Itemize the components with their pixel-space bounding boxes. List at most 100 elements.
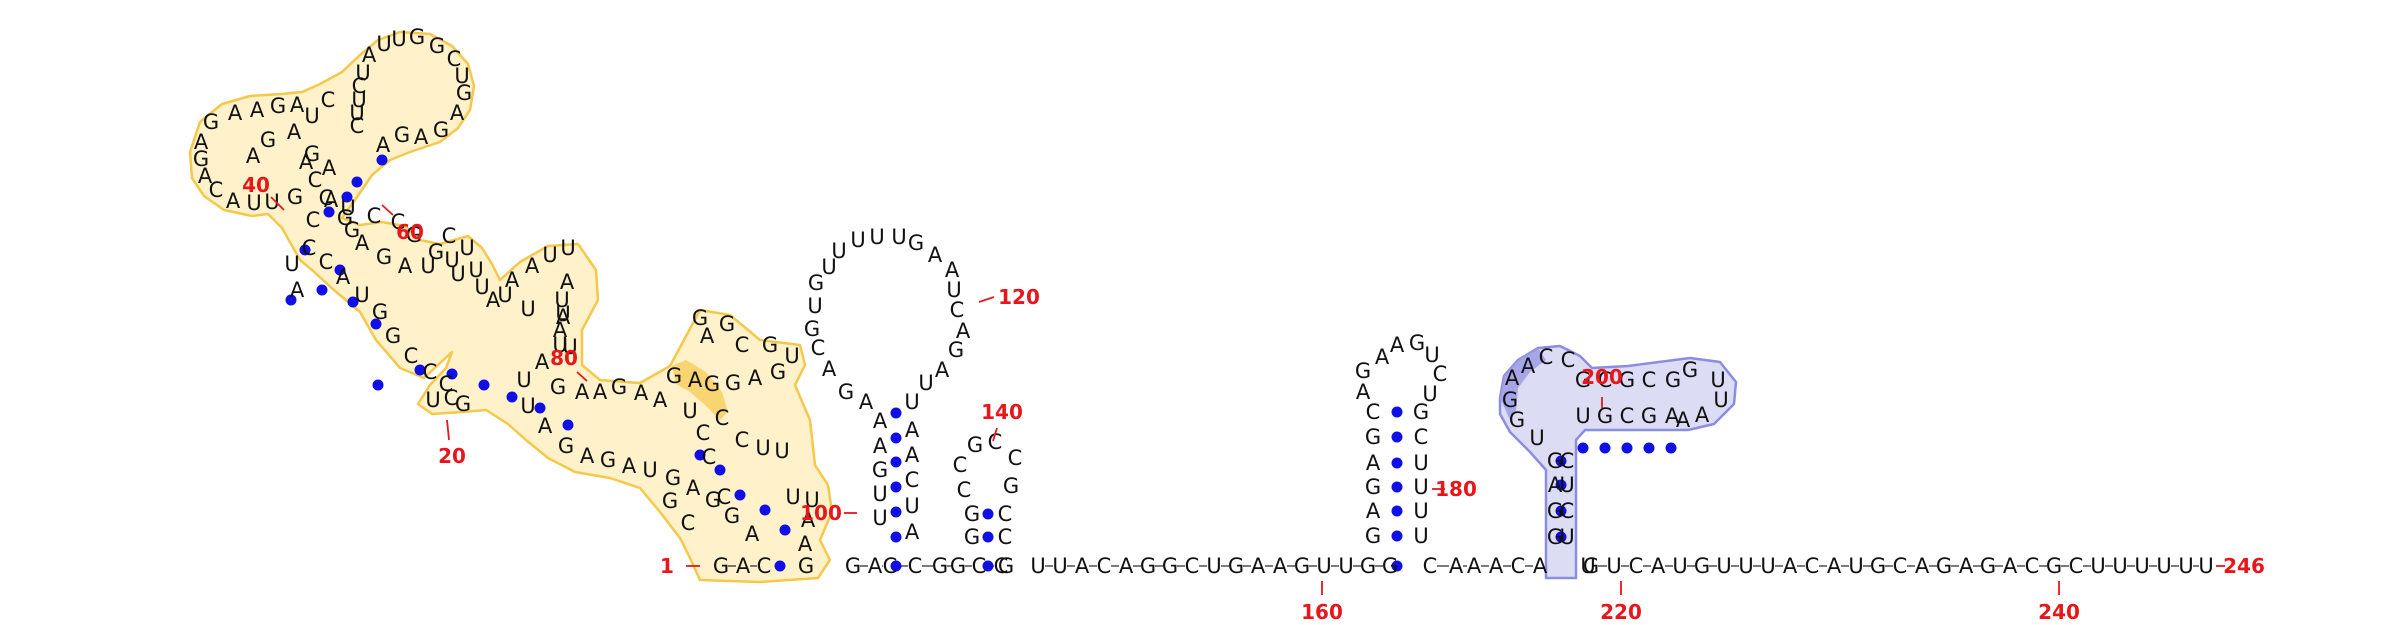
nucleotide-c: C [2069, 554, 2084, 578]
nucleotide-c: C [1561, 348, 1576, 372]
nucleotide-u: U [542, 243, 557, 267]
position-number: 180 [1435, 477, 1477, 501]
nucleotide-u: U [555, 302, 570, 326]
nucleotide-u: U [2178, 554, 2193, 578]
base-pair-dot [982, 508, 994, 520]
nucleotide-a: A [505, 268, 520, 292]
nucleotide-g: G [372, 300, 388, 324]
base-pair-dot [1555, 531, 1567, 543]
nucleotide-a: A [525, 254, 540, 278]
nucleotide-g: G [429, 34, 445, 58]
nucleotide-g: G [1365, 425, 1381, 449]
base-pair-dot [478, 379, 490, 391]
nucleotide-u: U [554, 288, 569, 312]
nucleotide-u: U [807, 294, 822, 318]
base-pair-dot [1391, 505, 1403, 517]
nucleotide-a: A [868, 554, 883, 578]
nucleotide-a: A [1651, 554, 1666, 578]
nucleotide-g: G [270, 94, 286, 118]
nucleotide-u: U [552, 333, 567, 357]
nucleotide-u: U [1206, 554, 1221, 578]
nucleotide-g: G [1547, 449, 1563, 473]
nucleotide-u: U [562, 335, 577, 359]
nucleotide-a: A [653, 388, 668, 412]
nucleotide-c: C [994, 554, 1009, 578]
position-tick [381, 204, 394, 216]
nucleotide-g: G [845, 554, 861, 578]
nucleotide-g: G [908, 231, 924, 255]
nucleotide-u: U [474, 275, 489, 299]
nucleotide-u: U [1716, 554, 1731, 578]
nucleotide-g: G [600, 448, 616, 472]
highlight-accent-2 [1500, 348, 1546, 420]
nucleotide-g: G [964, 525, 980, 549]
nucleotide-g: G [433, 118, 449, 142]
nucleotide-c: C [319, 186, 334, 210]
base-pair-dot [714, 464, 726, 476]
position-tick [270, 196, 285, 211]
base-pair-dot [890, 456, 902, 468]
base-pair-dot [351, 176, 363, 188]
nucleotide-a: A [1959, 554, 1974, 578]
nucleotide-u: U [520, 297, 535, 321]
nucleotide-a: A [250, 98, 265, 122]
nucleotide-u: U [1422, 382, 1437, 406]
base-pair-dot [1391, 481, 1403, 493]
base-pair-dot [890, 506, 902, 518]
nucleotide-u: U [1848, 554, 1863, 578]
nucleotide-u: U [2090, 554, 2105, 578]
nucleotide-a: A [905, 443, 920, 467]
nucleotide-g: G [550, 375, 566, 399]
base-pairs [285, 154, 1677, 572]
nucleotide-a: A [324, 188, 339, 212]
nucleotide-g: G [704, 372, 720, 396]
nucleotide-u: U [1413, 524, 1428, 548]
nucleotide-a: A [1273, 554, 1288, 578]
nucleotide-a: A [290, 278, 305, 302]
base-pair-dot [334, 264, 346, 276]
base-pair-dot [1665, 442, 1677, 454]
nucleotide-g: G [692, 306, 708, 330]
nucleotide-g: G [203, 110, 219, 134]
nucleotide-u: U [2134, 554, 2149, 578]
nucleotide-g: G [1162, 554, 1178, 578]
nucleotide-g: G [666, 364, 682, 388]
nucleotide-g: G [1980, 554, 1996, 578]
nucleotide-u: U [468, 258, 483, 282]
base-pair-dot [562, 419, 574, 431]
nucleotide-a: A [575, 380, 590, 404]
highlight-region-1 [188, 30, 834, 584]
base-pair-dot [372, 379, 384, 391]
nucleotide-a: A [290, 93, 305, 117]
nucleotide-g: G [558, 434, 574, 458]
nucleotide-g: G [713, 554, 729, 578]
nucleotide-c: C [209, 178, 224, 202]
base-pair-dot [694, 449, 706, 461]
base-pair-dot [347, 296, 359, 308]
nucleotide-a: A [593, 380, 608, 404]
nucleotide-c: C [1423, 554, 1438, 578]
base-pair-dot [446, 368, 458, 380]
base-pair-dot [1555, 455, 1567, 467]
base-pair-dot [774, 560, 786, 572]
nucleotide-u: U [355, 61, 370, 85]
nucleotide-c: C [423, 360, 438, 384]
nucleotide-c: C [1598, 368, 1613, 392]
nucleotide-g: G [1003, 474, 1019, 498]
nucleotide-a: A [873, 434, 888, 458]
nucleotide-g: G [456, 81, 472, 105]
nucleotide-a: A [1119, 554, 1134, 578]
base-pair-dot [890, 531, 902, 543]
nucleotide-u: U [1559, 525, 1574, 549]
nucleotide-u: U [351, 88, 366, 112]
nucleotide-u: U [1413, 451, 1428, 475]
nucleotide-a: A [198, 164, 213, 188]
nucleotide-g: G [406, 223, 422, 247]
position-number: 80 [550, 346, 578, 370]
base-pair-dot [890, 560, 902, 572]
nucleotide-g: G [705, 488, 721, 512]
nucleotide-a: A [535, 350, 550, 374]
nucleotide-c: C [444, 386, 459, 410]
nucleotide-u: U [850, 228, 865, 252]
nucleotide-a: A [287, 120, 302, 144]
